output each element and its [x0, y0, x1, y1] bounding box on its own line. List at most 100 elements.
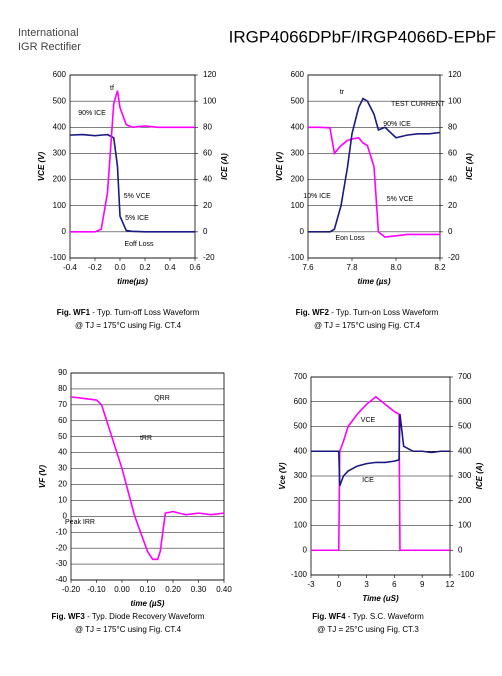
- x-tick-label: 0.40: [216, 585, 232, 594]
- y2-tick-label: 60: [448, 149, 457, 158]
- x-tick-label: -0.2: [88, 263, 102, 272]
- y-tick-label: 40: [58, 448, 67, 457]
- x-tick-label: 3: [364, 580, 369, 589]
- y-tick-label: 600: [291, 70, 305, 79]
- y-tick-label: 0: [63, 511, 68, 520]
- y-tick-label: 0: [303, 545, 308, 554]
- x-tick-label: 0.0: [114, 263, 126, 272]
- y2-tick-label: 60: [203, 149, 212, 158]
- annotation: QRR: [154, 395, 170, 402]
- x-tick-label: 0.10: [140, 585, 156, 594]
- x-tick-label: -0.20: [62, 585, 81, 594]
- part-number: IRGP4066DPbF/IRGP4066D-EPbF: [229, 27, 496, 46]
- x-tick-label: 0.20: [165, 585, 181, 594]
- series-line: [311, 414, 450, 487]
- y2-tick-label: 200: [458, 496, 472, 505]
- caption-condition: @ TJ = 25°C using Fig. CT.3: [317, 625, 419, 634]
- y-tick-label: 0: [300, 227, 305, 236]
- y2-tick-label: 80: [203, 122, 212, 131]
- y-tick-label: -100: [288, 253, 305, 262]
- series-line: [308, 97, 441, 233]
- caption-text: - Typ. Diode Recovery Waveform: [85, 612, 205, 621]
- y-tick-label: 100: [294, 521, 308, 530]
- caption-fig: Fig. WF4: [312, 612, 346, 621]
- y2-axis-label: ICE (A): [220, 153, 229, 180]
- x-axis-label: time (µs): [357, 277, 390, 286]
- y2-tick-label: 20: [448, 201, 457, 210]
- y-tick-label: 600: [294, 397, 308, 406]
- y-tick-label: -30: [55, 559, 67, 568]
- y-tick-label: 100: [53, 201, 67, 210]
- caption: Fig. WF3 - Typ. Diode Recovery Waveform: [52, 612, 205, 621]
- x-tick-label: 6: [392, 580, 397, 589]
- y2-tick-label: 300: [458, 471, 472, 480]
- series-line: [308, 126, 440, 238]
- annotation: Peak IRR: [65, 519, 95, 526]
- caption: Fig. WF2 - Typ. Turn-on Loss Waveform: [296, 308, 439, 317]
- annotation: 5% VCE: [124, 193, 151, 200]
- y-tick-label: 70: [58, 400, 67, 409]
- caption-text: - Typ. Turn-off Loss Waveform: [90, 308, 200, 317]
- x-tick-label: 0.00: [114, 585, 130, 594]
- y-axis-label: Vce (V): [278, 462, 287, 489]
- annotation: tRR: [140, 435, 152, 442]
- y2-tick-label: -20: [203, 253, 215, 262]
- series-line: [70, 396, 225, 561]
- x-axis-label: time(µs): [117, 277, 148, 286]
- x-tick-label: 8.0: [390, 263, 402, 272]
- y2-tick-label: -20: [448, 253, 460, 262]
- annotation: tf: [110, 85, 114, 92]
- annotation: VCE: [361, 417, 376, 424]
- x-tick-label: 12: [446, 580, 455, 589]
- y-tick-label: 200: [291, 175, 305, 184]
- caption-condition: @ TJ = 175°C using Fig. CT.4: [75, 625, 182, 634]
- y-axis-label: VF (V): [38, 465, 47, 488]
- caption-fig: Fig. WF3: [52, 612, 86, 621]
- y2-axis-label: ICE (A): [475, 462, 484, 489]
- plot-frame: [307, 74, 441, 259]
- y2-tick-label: 100: [458, 521, 472, 530]
- y2-tick-label: 20: [203, 201, 212, 210]
- caption: Fig. WF1 - Typ. Turn-off Loss Waveform: [57, 308, 200, 317]
- y2-tick-label: 400: [458, 446, 472, 455]
- y-axis-label: VCE (V): [37, 152, 46, 182]
- y-tick-label: 200: [53, 175, 67, 184]
- annotation: Eon Loss: [335, 235, 365, 242]
- y-tick-label: 400: [291, 122, 305, 131]
- annotation: TEST CURRENT: [391, 101, 446, 108]
- logo-line1: International: [18, 27, 79, 39]
- plot-frame: [69, 74, 196, 259]
- y2-tick-label: 500: [458, 422, 472, 431]
- y-tick-label: 60: [58, 416, 67, 425]
- y2-tick-label: 700: [458, 372, 472, 381]
- y2-tick-label: 100: [203, 96, 217, 105]
- y2-tick-label: 0: [203, 227, 208, 236]
- x-tick-label: 7.8: [346, 263, 358, 272]
- x-tick-label: 0.4: [164, 263, 176, 272]
- x-axis-label: Time (uS): [362, 594, 399, 603]
- y-tick-label: 600: [53, 70, 67, 79]
- y-tick-label: 700: [294, 372, 308, 381]
- y-tick-label: 50: [58, 432, 67, 441]
- y-tick-label: 30: [58, 464, 67, 473]
- series-line: [69, 133, 195, 233]
- x-tick-label: 0.30: [191, 585, 207, 594]
- y2-tick-label: -100: [458, 570, 475, 579]
- x-tick-label: 0: [337, 580, 342, 589]
- y-tick-label: -40: [55, 575, 67, 584]
- y2-tick-label: 120: [448, 70, 462, 79]
- caption-condition: @ TJ = 175°C using Fig. CT.4: [75, 321, 182, 330]
- x-axis-label: time (µS): [131, 599, 165, 608]
- series-line: [311, 395, 450, 552]
- y-tick-label: -10: [55, 527, 67, 536]
- annotation: Eoff Loss: [124, 241, 154, 248]
- x-tick-label: -3: [307, 580, 315, 589]
- y2-tick-label: 600: [458, 397, 472, 406]
- annotation: 90% ICE: [78, 110, 106, 117]
- caption-fig: Fig. WF2: [296, 308, 330, 317]
- caption-text: - Typ. S.C. Waveform: [346, 612, 425, 621]
- y2-axis-label: ICE (A): [465, 153, 474, 180]
- y-tick-label: -100: [291, 570, 308, 579]
- caption-condition: @ TJ = 175°C using Fig. CT.4: [314, 321, 421, 330]
